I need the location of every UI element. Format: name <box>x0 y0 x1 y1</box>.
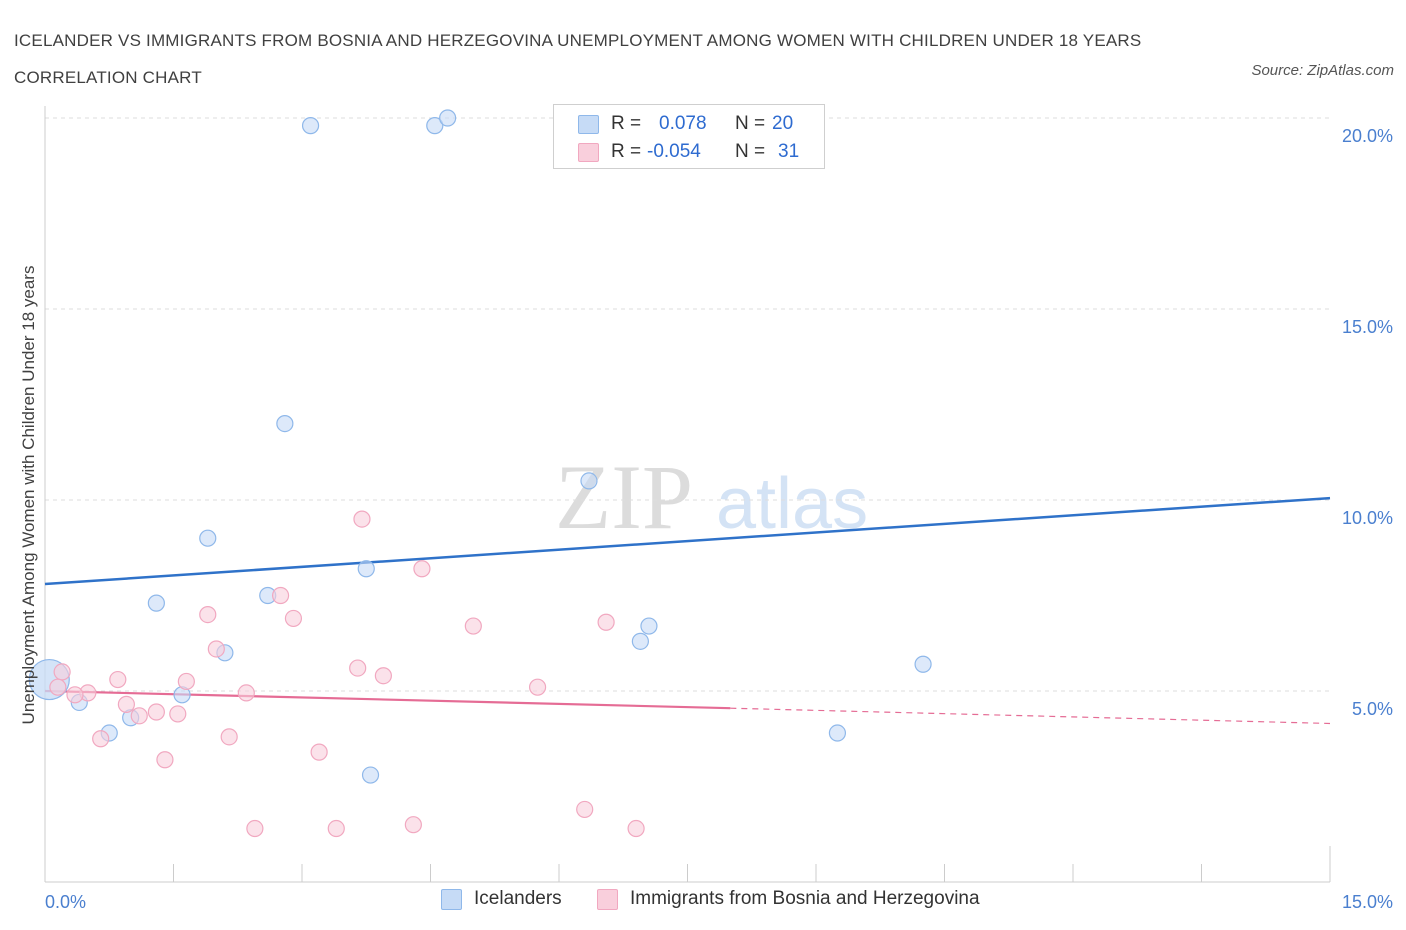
point-bosnia <box>353 510 371 528</box>
point-icelanders <box>631 632 649 650</box>
point-icelanders <box>357 560 375 578</box>
legend-row-bosnia: R = -0.054 N = 31 <box>578 138 799 166</box>
point-bosnia <box>404 816 422 834</box>
legend-swatch-icelanders <box>441 888 462 910</box>
y-tick-label: 5.0% <box>1352 699 1393 719</box>
point-bosnia <box>199 605 217 624</box>
legend-swatch-bosnia <box>578 142 599 162</box>
point-bosnia <box>464 617 482 635</box>
y-tick-label: 20.0% <box>1342 126 1393 146</box>
point-icelanders <box>640 617 658 635</box>
point-bosnia <box>413 560 431 578</box>
x-tick-label: 0.0% <box>45 892 86 912</box>
point-bosnia <box>147 703 165 721</box>
watermark-atlas: atlas <box>716 464 868 544</box>
legend-n-label: N = <box>735 113 766 134</box>
trendlines <box>44 496 1331 725</box>
legend-n-value: 31 <box>778 141 800 162</box>
point-icelanders <box>439 109 457 127</box>
point-icelanders <box>276 415 294 433</box>
point-bosnia <box>597 613 615 631</box>
source-note: Source: ZipAtlas.com <box>1251 62 1394 79</box>
point-icelanders <box>914 655 932 673</box>
gridlines <box>45 117 1330 692</box>
y-axis-label: Unemployment Among Women with Children U… <box>19 266 38 725</box>
point-bosnia <box>374 667 392 685</box>
point-bosnia <box>284 609 303 628</box>
y-tick-label: 15.0% <box>1342 317 1393 337</box>
legend-r-value: -0.054 <box>647 141 701 162</box>
point-bosnia <box>156 751 174 769</box>
legend-swatch-bosnia <box>597 888 618 910</box>
chart-title: ICELANDER VS IMMIGRANTS FROM BOSNIA AND … <box>14 31 1142 87</box>
point-bosnia <box>169 705 187 723</box>
point-bosnia <box>528 678 547 696</box>
legend-label-bosnia: Immigrants from Bosnia and Herzegovina <box>630 888 980 909</box>
tick-labels: 5.0% 10.0% 15.0% 20.0% 0.0% 15.0% <box>45 126 1393 912</box>
legend-r-value: 0.078 <box>659 113 707 134</box>
trendline-icelanders <box>44 496 1331 586</box>
point-icelanders <box>828 724 847 742</box>
point-icelanders <box>426 117 444 135</box>
point-bosnia <box>271 586 290 605</box>
legend-label-icelanders: Icelanders <box>474 888 562 909</box>
legend-row-icelanders: R = 0.078 N = 20 <box>578 110 793 138</box>
point-bosnia <box>327 819 345 838</box>
legend-item-icelanders[interactable]: Icelanders <box>441 888 562 910</box>
point-bosnia <box>130 707 148 725</box>
y-tick-label: 10.0% <box>1342 508 1393 528</box>
point-bosnia <box>310 743 328 761</box>
legend-n-value: 20 <box>772 113 794 134</box>
trendline-bosnia <box>44 689 731 710</box>
point-bosnia <box>117 695 135 713</box>
legend-n-label: N = <box>735 141 766 162</box>
point-bosnia <box>177 672 195 691</box>
point-bosnia <box>576 800 594 819</box>
legend-r-label: R = <box>611 141 642 162</box>
point-bosnia <box>53 663 71 681</box>
legend-r-label: R = <box>611 113 642 134</box>
point-bosnia <box>220 728 238 746</box>
axes <box>44 106 1331 883</box>
x-tick-label: 15.0% <box>1342 892 1393 912</box>
data-points <box>28 109 932 838</box>
watermark-zip: ZIP <box>555 446 693 548</box>
watermark: ZIP atlas <box>555 446 868 548</box>
point-bosnia <box>246 819 264 838</box>
point-bosnia <box>49 678 67 696</box>
trendline-bosnia-extension <box>730 707 1331 725</box>
point-bosnia <box>237 684 255 702</box>
point-bosnia <box>109 670 127 689</box>
series-legend: Icelanders Immigrants from Bosnia and He… <box>0 888 1406 916</box>
point-icelanders <box>361 766 380 784</box>
legend-item-bosnia[interactable]: Immigrants from Bosnia and Herzegovina <box>597 888 980 910</box>
point-icelanders <box>580 472 598 490</box>
point-bosnia <box>66 686 84 704</box>
point-icelanders <box>147 594 165 612</box>
point-bosnia <box>627 819 645 838</box>
legend-swatch-icelanders <box>578 114 599 134</box>
point-icelanders <box>199 529 217 547</box>
point-bosnia <box>207 640 225 658</box>
stats-legend: R = 0.078 N = 20 R = -0.054 N = 31 <box>553 104 825 169</box>
point-bosnia <box>349 659 367 677</box>
point-bosnia <box>92 730 110 748</box>
point-icelanders <box>301 117 320 135</box>
